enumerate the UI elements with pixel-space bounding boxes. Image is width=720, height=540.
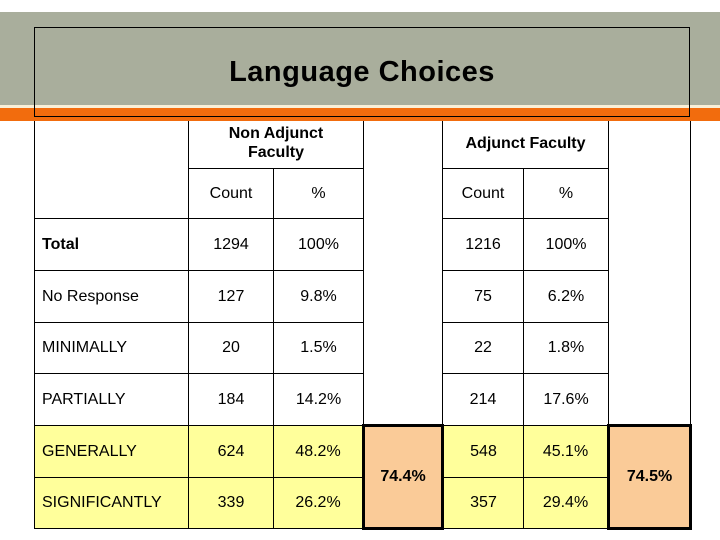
- na-count-cell: 184: [188, 373, 274, 426]
- table-row-significantly: SIGNIFICANTLY 339 26.2% 357 29.4%: [34, 477, 691, 529]
- na-percent-cell: 48.2%: [273, 425, 364, 478]
- subheader-na-count: Count: [188, 168, 274, 219]
- na-percent-cell: 1.5%: [273, 322, 364, 374]
- table-row-no-response: No Response 127 9.8% 75 6.2%: [34, 270, 691, 323]
- subheader-a-count: Count: [442, 168, 524, 219]
- combined-total-adjunct: 74.5%: [607, 424, 693, 530]
- na-count-cell: 1294: [188, 218, 274, 271]
- combined-total-non-adjunct: 74.4%: [362, 424, 444, 530]
- accent-trim-strip: [0, 105, 720, 108]
- title-box: Language Choices: [34, 27, 690, 117]
- na-percent-cell: 26.2%: [273, 477, 364, 529]
- na-count-cell: 20: [188, 322, 274, 374]
- page-title: Language Choices: [229, 55, 495, 88]
- a-count-cell: 22: [442, 322, 524, 374]
- na-percent-cell: 100%: [273, 218, 364, 271]
- corner-cell: [34, 117, 189, 219]
- gap-column-cell: [363, 117, 443, 426]
- subheader-a-percent: %: [522, 168, 610, 219]
- a-percent-cell: 6.2%: [522, 270, 610, 323]
- a-percent-cell: 1.8%: [522, 322, 610, 374]
- subheader-na-percent: %: [273, 168, 364, 219]
- row-label: GENERALLY: [34, 425, 189, 478]
- a-count-cell: 357: [442, 477, 524, 529]
- row-label: Total: [34, 218, 189, 271]
- table-row-generally: GENERALLY 624 48.2% 74.4% 548 45.1% 74.5…: [34, 424, 693, 530]
- group-header-non-adjunct: Non Adjunct Faculty: [188, 117, 364, 169]
- a-count-cell: 548: [442, 425, 524, 478]
- subheader-row: Count % Count %: [35, 168, 691, 219]
- a-percent-cell: 17.6%: [522, 373, 610, 426]
- a-count-cell: 1216: [442, 218, 524, 271]
- na-percent-cell: 9.8%: [273, 270, 364, 323]
- na-count-cell: 624: [188, 425, 274, 478]
- table-row-partially: PARTIALLY 184 14.2% 214 17.6%: [34, 373, 691, 426]
- table-row-total: Total 1294 100% 1216 100%: [34, 218, 691, 271]
- table-row-minimally: MINIMALLY 20 1.5% 22 1.8%: [34, 322, 691, 374]
- faculty-language-table: Non Adjunct Faculty Adjunct Faculty Coun…: [34, 117, 693, 530]
- a-count-cell: 75: [442, 270, 524, 323]
- row-label: MINIMALLY: [34, 322, 189, 374]
- row-label: PARTIALLY: [34, 373, 189, 426]
- row-label: SIGNIFICANTLY: [34, 477, 189, 529]
- a-percent-cell: 29.4%: [522, 477, 610, 529]
- group-header-row: Non Adjunct Faculty Adjunct Faculty: [34, 117, 692, 426]
- na-percent-cell: 14.2%: [273, 373, 364, 426]
- accent-bar: [0, 108, 720, 121]
- a-percent-cell: 45.1%: [522, 425, 610, 478]
- na-count-cell: 127: [188, 270, 274, 323]
- group-header-adjunct: Adjunct Faculty: [441, 117, 610, 169]
- a-count-cell: 214: [442, 373, 524, 426]
- na-count-cell: 339: [188, 477, 274, 529]
- end-column-cell: [608, 117, 692, 426]
- a-percent-cell: 100%: [522, 218, 610, 271]
- row-label: No Response: [34, 270, 189, 323]
